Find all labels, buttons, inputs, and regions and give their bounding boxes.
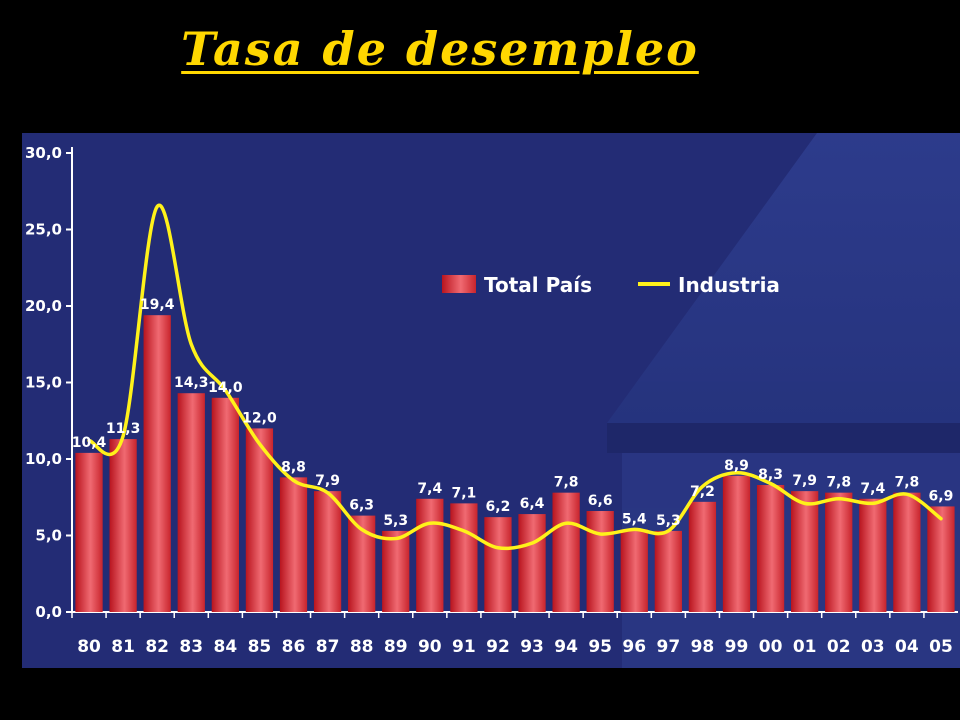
bar xyxy=(313,491,342,612)
bar xyxy=(484,517,512,612)
data-label: 7,4 xyxy=(417,481,442,497)
x-tick-label: 89 xyxy=(384,637,408,657)
legend-label-industria: Industria xyxy=(678,273,780,297)
x-tick-label: 03 xyxy=(861,637,885,657)
line-industria xyxy=(87,203,943,551)
x-tick-label: 99 xyxy=(725,637,749,657)
bar xyxy=(416,498,444,612)
bar xyxy=(893,492,921,612)
data-label: 5,4 xyxy=(622,511,647,527)
data-label: 11,3 xyxy=(106,421,141,437)
x-tick-label: 04 xyxy=(895,637,919,657)
bar xyxy=(143,315,171,612)
bar xyxy=(177,393,205,612)
bar xyxy=(927,506,955,612)
y-tick-label: 25,0 xyxy=(25,221,62,239)
legend: Total País Industria xyxy=(442,273,780,297)
x-tick-label: 90 xyxy=(418,637,442,657)
data-label: 8,8 xyxy=(281,459,306,475)
y-tick-label: 30,0 xyxy=(25,144,62,162)
x-tick-label: 87 xyxy=(316,637,340,657)
x-tick-label: 98 xyxy=(691,637,715,657)
data-label: 7,9 xyxy=(315,473,340,489)
y-tick-label: 20,0 xyxy=(25,297,62,315)
x-tick-label: 86 xyxy=(282,637,306,657)
bar xyxy=(791,491,819,612)
bar xyxy=(450,503,478,612)
data-label: 8,3 xyxy=(758,467,783,483)
data-label: 19,4 xyxy=(140,297,175,313)
x-tick-label: 96 xyxy=(622,637,646,657)
bar xyxy=(382,530,410,612)
data-labels: 10,411,3 19,4 14,3 14,0 12,0 8,8 7,9 6,3 5,3 7,4 7… xyxy=(72,297,954,529)
data-label: 7,2 xyxy=(690,484,715,500)
y-tick-label: 10,0 xyxy=(25,450,62,468)
bars-total-pais xyxy=(75,315,955,612)
data-label: 6,6 xyxy=(588,493,613,509)
bar xyxy=(75,452,103,612)
bar xyxy=(620,529,648,612)
background-building xyxy=(607,133,960,668)
y-tick-label: 5,0 xyxy=(35,527,62,545)
bar xyxy=(279,477,308,612)
data-label: 12,0 xyxy=(242,410,277,426)
data-label: 7,4 xyxy=(860,481,885,497)
unemployment-chart: 0,0 5,0 10,0 15,0 20,0 25,0 30,0 80 81 82 83 84 85 86… xyxy=(25,133,960,668)
series-line-industria xyxy=(87,203,943,551)
data-label: 7,9 xyxy=(792,473,817,489)
bar xyxy=(552,492,580,612)
data-label: 6,4 xyxy=(520,496,545,512)
data-label: 8,9 xyxy=(724,458,749,474)
bar xyxy=(722,475,751,612)
bar xyxy=(825,492,853,612)
x-tick-label: 88 xyxy=(350,637,374,657)
legend-label-total-pais: Total País xyxy=(484,273,592,297)
bar xyxy=(109,439,137,612)
bar xyxy=(245,428,274,612)
data-label: 7,8 xyxy=(554,475,579,491)
x-tick-label: 02 xyxy=(827,637,851,657)
bar xyxy=(586,511,614,612)
data-label: 6,3 xyxy=(349,498,374,514)
data-label: 6,9 xyxy=(929,488,954,504)
data-label: 14,3 xyxy=(174,375,209,391)
bar xyxy=(518,514,546,612)
x-tick-label: 94 xyxy=(554,637,578,657)
x-tick-label: 95 xyxy=(588,637,612,657)
data-label: 14,0 xyxy=(208,380,243,396)
data-label: 7,8 xyxy=(826,475,851,491)
x-tick-label: 84 xyxy=(214,637,238,657)
data-label: 5,3 xyxy=(383,513,408,529)
bar xyxy=(211,397,239,612)
data-label: 7,8 xyxy=(894,475,919,491)
x-tick-label: 97 xyxy=(657,637,681,657)
bar xyxy=(654,530,682,612)
x-tick-label: 85 xyxy=(248,637,272,657)
axes: 0,0 5,0 10,0 15,0 20,0 25,0 30,0 80 81 82 83 84 85 86… xyxy=(25,144,958,657)
bar xyxy=(688,501,717,612)
data-label: 6,2 xyxy=(486,499,511,515)
x-tick-label: 01 xyxy=(793,637,817,657)
legend-swatch-total-pais xyxy=(442,275,476,293)
chart-panel: 0,0 5,0 10,0 15,0 20,0 25,0 30,0 80 81 82 83 84 85 86… xyxy=(22,133,960,668)
y-tick-label: 15,0 xyxy=(25,374,62,392)
data-label: 5,3 xyxy=(656,513,681,529)
x-tick-label: 05 xyxy=(929,637,953,657)
data-label: 10,4 xyxy=(72,435,107,451)
y-tick-label: 0,0 xyxy=(35,603,62,621)
x-tick-label: 81 xyxy=(111,637,135,657)
data-label: 7,1 xyxy=(451,485,476,501)
x-tick-label: 92 xyxy=(486,637,510,657)
x-tick-label: 82 xyxy=(145,637,169,657)
bar xyxy=(756,485,785,612)
x-tick-label: 91 xyxy=(452,637,476,657)
x-tick-label: 80 xyxy=(77,637,101,657)
chart-title: Tasa de desempleo xyxy=(181,22,699,76)
bar xyxy=(348,515,376,612)
x-tick-label: 83 xyxy=(179,637,203,657)
x-tick-label: 00 xyxy=(759,637,783,657)
x-tick-label: 93 xyxy=(520,637,544,657)
bar xyxy=(859,498,887,612)
